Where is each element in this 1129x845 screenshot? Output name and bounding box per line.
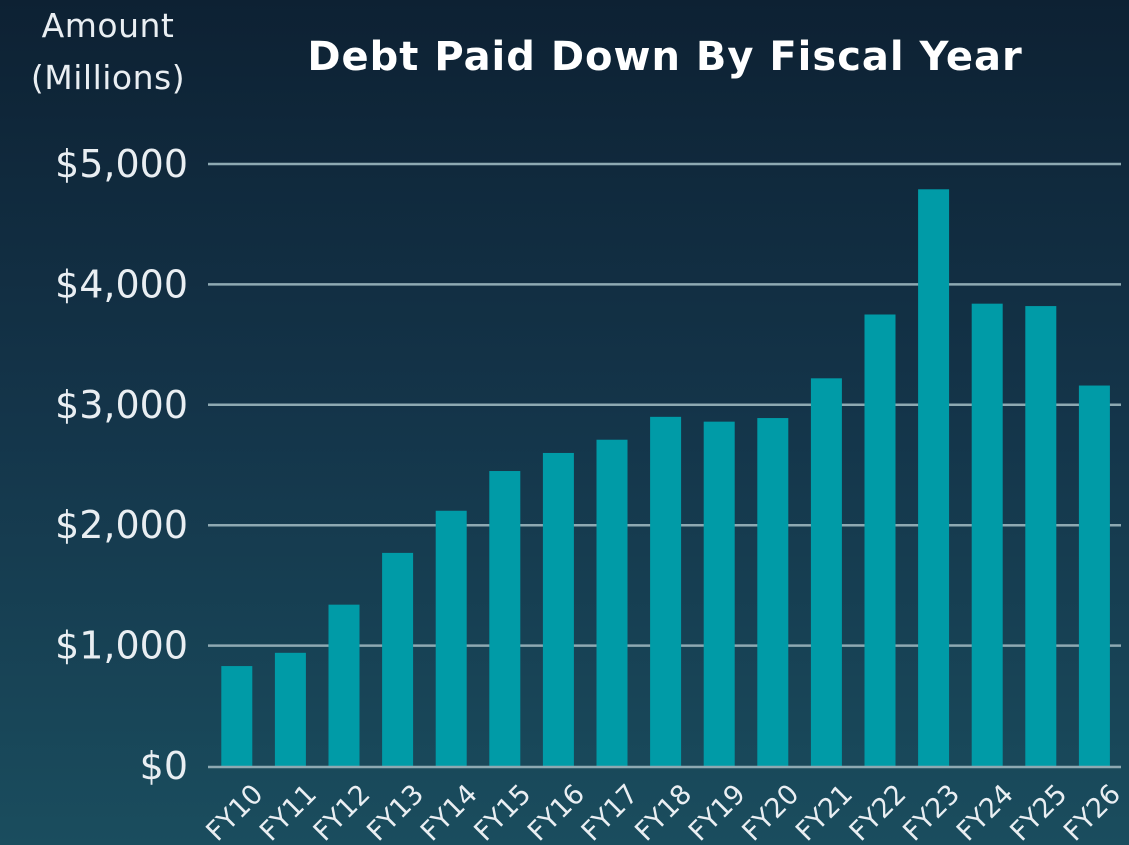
x-tick-label: FY16: [522, 779, 591, 845]
x-tick-label: FY21: [790, 779, 859, 845]
x-tick-label: FY20: [736, 779, 805, 845]
x-tick-label: FY11: [254, 779, 323, 845]
chart-title: Debt Paid Down By Fiscal Year: [307, 34, 1023, 80]
bar: [810, 378, 842, 766]
bar: [864, 314, 896, 766]
y-tick-label: $3,000: [55, 383, 188, 427]
x-tick-label: FY18: [629, 779, 698, 845]
x-tick-label: FY23: [897, 779, 966, 845]
y-tick-label: $5,000: [55, 142, 188, 186]
bar: [918, 189, 950, 766]
bar: [703, 421, 735, 766]
y-axis-title-line-2: (Millions): [30, 58, 186, 97]
x-tick-label: FY13: [361, 779, 430, 845]
bar: [435, 510, 467, 766]
x-tick-label: FY19: [683, 779, 752, 845]
x-tick-label: FY26: [1058, 779, 1127, 845]
bar: [221, 666, 253, 766]
y-axis-title-line-1: Amount: [41, 6, 175, 45]
x-tick-label: FY24: [951, 779, 1020, 845]
x-tick-label: FY14: [415, 779, 484, 845]
x-tick-label: FY25: [1004, 779, 1073, 845]
x-tick-label: FY12: [308, 779, 377, 845]
bar: [1025, 306, 1057, 766]
x-tick-label: FY10: [200, 779, 269, 845]
y-tick-label: $4,000: [55, 262, 188, 306]
x-tick-label: FY15: [468, 779, 537, 845]
bar: [596, 439, 628, 766]
y-tick-label: $2,000: [55, 503, 188, 547]
bar: [382, 552, 414, 766]
bar: [971, 303, 1003, 766]
y-tick-label: $0: [140, 744, 188, 788]
bar: [328, 604, 360, 766]
bar: [1078, 385, 1110, 766]
y-tick-label: $1,000: [55, 624, 188, 668]
bar: [542, 452, 574, 766]
bar: [489, 471, 521, 766]
bar: [274, 652, 306, 766]
bar: [757, 418, 789, 766]
bar: [650, 416, 682, 766]
x-tick-label: FY22: [844, 779, 913, 845]
x-tick-label: FY17: [576, 779, 645, 845]
